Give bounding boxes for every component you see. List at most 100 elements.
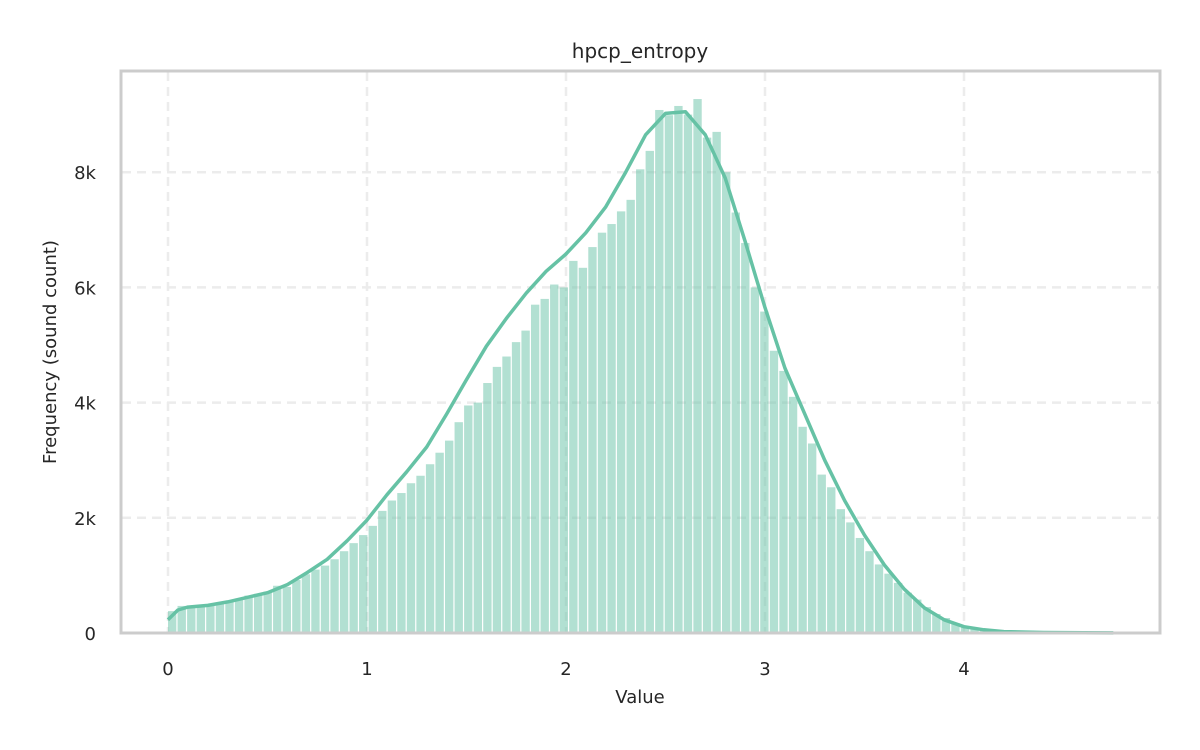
histogram-bar xyxy=(855,537,865,633)
histogram-bar xyxy=(406,483,416,633)
histogram-bar xyxy=(483,383,492,633)
y-axis-ticks: 0 2k 4k 6k 8k xyxy=(74,163,96,645)
histogram-bar xyxy=(750,287,760,633)
histogram-bar xyxy=(932,613,941,633)
histogram-bar xyxy=(464,405,473,633)
histogram-bar xyxy=(779,370,788,633)
histogram-bar xyxy=(970,628,979,633)
histogram-bar xyxy=(206,605,215,633)
chart-title: hpcp_entropy xyxy=(572,39,709,63)
histogram-bar xyxy=(722,172,731,633)
histogram-bar xyxy=(616,211,626,634)
histogram-bar xyxy=(597,232,607,633)
histogram-bar xyxy=(378,510,387,633)
histogram-bar xyxy=(349,543,358,633)
histogram-bar xyxy=(951,623,960,633)
histogram-bar xyxy=(282,586,291,633)
kde-curve xyxy=(166,109,1114,635)
histogram-bar xyxy=(253,593,263,633)
histogram-bar xyxy=(693,99,702,634)
histogram-bar xyxy=(569,260,578,633)
histogram-bar xyxy=(273,585,282,633)
histogram-bar xyxy=(416,475,425,633)
x-tick-label: 0 xyxy=(162,659,173,680)
y-axis-label: Frequency (sound count) xyxy=(40,240,61,464)
histogram-bar xyxy=(550,284,559,633)
histogram-bar xyxy=(960,626,970,633)
histogram-bar xyxy=(903,592,912,633)
histogram-bar xyxy=(578,267,588,633)
y-tick-label: 6k xyxy=(74,278,96,299)
histogram-bar xyxy=(922,607,931,633)
histogram-bar xyxy=(387,500,397,633)
histogram-bar xyxy=(234,598,244,633)
histogram-bar xyxy=(702,137,712,633)
x-axis-label: Value xyxy=(615,687,664,708)
histogram-bar xyxy=(884,573,893,633)
histogram-bar xyxy=(187,606,196,633)
histogram-bar xyxy=(301,574,311,633)
histogram-bar xyxy=(836,509,845,633)
histogram-bar xyxy=(559,287,568,633)
histogram-bar xyxy=(215,603,225,633)
histogram-bar xyxy=(913,599,922,633)
histogram-bar xyxy=(588,247,597,633)
x-tick-label: 2 xyxy=(560,659,571,680)
histogram-bar xyxy=(893,582,903,633)
x-axis-ticks: 0 1 2 3 4 xyxy=(162,659,969,680)
plot-frame xyxy=(119,69,1162,635)
histogram-bar xyxy=(760,311,769,633)
histogram-bar xyxy=(827,487,836,633)
histogram-bar xyxy=(339,551,349,633)
histogram-bar xyxy=(454,422,463,633)
y-tick-label: 8k xyxy=(74,163,96,184)
x-tick-label: 4 xyxy=(958,659,969,680)
histogram-bar xyxy=(626,199,635,633)
histogram-bar xyxy=(445,440,454,633)
histogram-bar xyxy=(368,525,377,633)
histogram-bar xyxy=(817,474,826,633)
histogram-bar xyxy=(655,109,664,633)
histogram-bar xyxy=(731,212,740,633)
histogram-bar xyxy=(741,243,750,633)
histogram-bar xyxy=(511,342,521,633)
histogram-bar xyxy=(874,564,884,633)
histogram-bar xyxy=(263,591,272,633)
histogram-bar xyxy=(225,600,234,633)
histogram-bar xyxy=(769,350,779,633)
histogram-bar xyxy=(168,611,177,633)
histogram-bar xyxy=(846,522,855,633)
histogram-bar xyxy=(530,304,540,633)
histogram-bar xyxy=(397,493,406,633)
histogram-bar xyxy=(865,551,874,633)
histogram-bar xyxy=(540,298,549,633)
y-tick-label: 4k xyxy=(74,394,96,415)
histogram-bar xyxy=(196,606,206,633)
x-tick-label: 3 xyxy=(759,659,770,680)
histogram-bar xyxy=(798,426,807,633)
histogram-bar xyxy=(664,115,674,633)
histogram-bar xyxy=(788,396,798,633)
histogram-bar xyxy=(492,366,502,633)
y-tick-label: 0 xyxy=(85,624,96,645)
histogram-bar xyxy=(807,443,817,633)
histogram-bar xyxy=(607,224,616,634)
histogram-bar xyxy=(674,105,683,633)
histogram-bar xyxy=(712,131,721,633)
histogram-bar xyxy=(244,595,253,633)
histogram-bar xyxy=(292,580,301,633)
histogram-bar xyxy=(683,114,693,634)
histogram-bar xyxy=(521,330,530,633)
histogram-bar xyxy=(645,150,654,633)
histogram-bar xyxy=(359,535,368,633)
x-tick-label: 1 xyxy=(361,659,372,680)
histogram-bar xyxy=(425,464,435,633)
histogram-bar xyxy=(330,559,339,633)
histogram-bar xyxy=(941,618,951,633)
histogram-bar xyxy=(502,356,511,633)
y-tick-label: 2k xyxy=(74,509,96,530)
histogram-bars xyxy=(168,99,1113,634)
histogram-bar xyxy=(320,565,330,633)
histogram-bar xyxy=(636,169,645,633)
